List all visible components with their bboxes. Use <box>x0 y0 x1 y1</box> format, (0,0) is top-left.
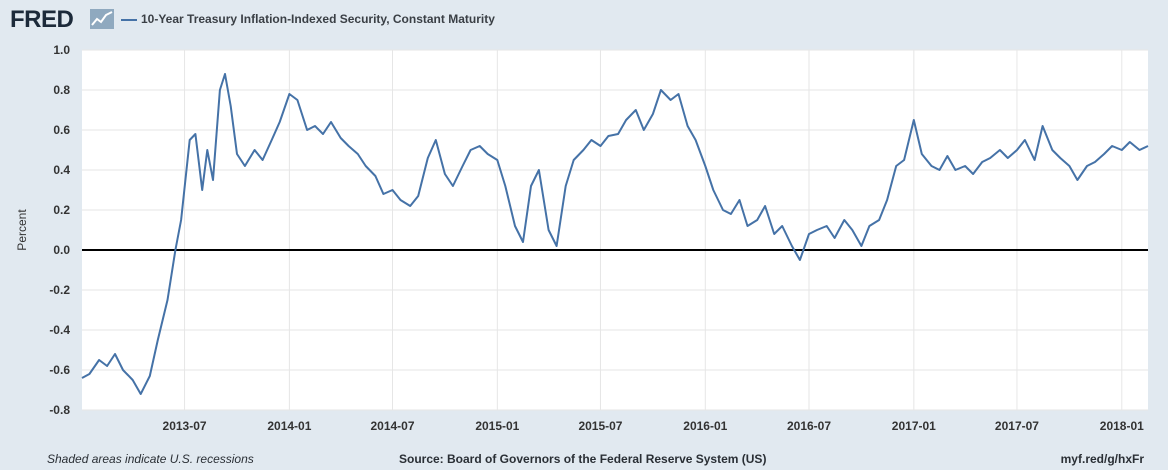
y-tick-label: -0.8 <box>49 403 70 417</box>
x-tick-label: 2017-07 <box>995 419 1039 433</box>
y-tick-label: 0.0 <box>53 243 70 257</box>
chart-header: FRED 10-Year Treasury Inflation-Indexed … <box>0 0 1168 40</box>
x-tick-label: 2018-01 <box>1100 419 1144 433</box>
y-tick-label: 0.8 <box>53 83 70 97</box>
chart-line-icon <box>90 9 114 29</box>
plot-area <box>82 50 1148 410</box>
y-tick-label: 0.2 <box>53 203 70 217</box>
x-tick-label: 2014-01 <box>267 419 311 433</box>
recession-note: Shaded areas indicate U.S. recessions <box>47 452 254 466</box>
x-tick-label: 2015-01 <box>475 419 519 433</box>
y-tick-label: -0.6 <box>49 363 70 377</box>
y-tick-label: 1.0 <box>53 43 70 57</box>
x-tick-label: 2016-07 <box>787 419 831 433</box>
fred-logo[interactable]: FRED <box>10 6 74 33</box>
y-tick-label: -0.4 <box>49 323 70 337</box>
x-tick-label: 2017-01 <box>892 419 936 433</box>
short-link[interactable]: myf.red/g/hxFr <box>1060 452 1144 466</box>
x-tick-label: 2016-01 <box>683 419 727 433</box>
y-axis-label: Percent <box>15 209 29 251</box>
source-note: Source: Board of Governors of the Federa… <box>399 452 767 466</box>
x-tick-label: 2014-07 <box>370 419 414 433</box>
legend-label[interactable]: 10-Year Treasury Inflation-Indexed Secur… <box>141 12 495 26</box>
y-tick-label: -0.2 <box>49 283 70 297</box>
legend-swatch <box>121 19 137 21</box>
x-tick-label: 2013-07 <box>163 419 207 433</box>
y-tick-label: 0.4 <box>53 163 70 177</box>
y-tick-label: 0.6 <box>53 123 70 137</box>
x-tick-label: 2015-07 <box>578 419 622 433</box>
series-line <box>81 73 1149 395</box>
